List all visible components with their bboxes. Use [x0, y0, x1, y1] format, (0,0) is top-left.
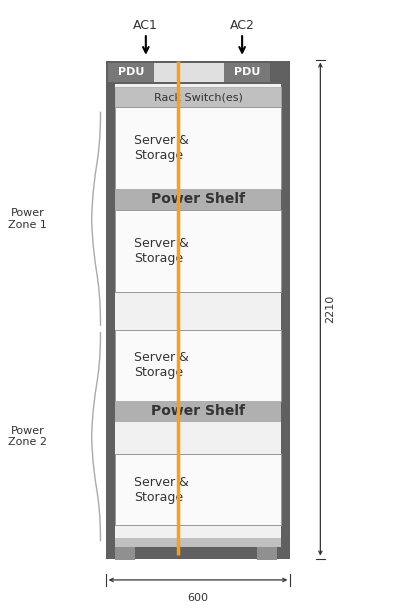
- FancyBboxPatch shape: [224, 63, 270, 82]
- FancyBboxPatch shape: [257, 547, 278, 560]
- Text: Server &
Storage: Server & Storage: [134, 351, 189, 379]
- FancyBboxPatch shape: [114, 210, 282, 292]
- FancyBboxPatch shape: [114, 454, 282, 525]
- Text: AC1: AC1: [133, 20, 158, 33]
- Text: Power Shelf: Power Shelf: [151, 192, 245, 207]
- Text: Power
Zone 1: Power Zone 1: [8, 208, 47, 229]
- Text: PDU: PDU: [234, 68, 260, 77]
- Text: 2210: 2210: [325, 295, 335, 323]
- Text: Rack Switch(es): Rack Switch(es): [154, 92, 242, 102]
- FancyBboxPatch shape: [106, 69, 290, 558]
- FancyBboxPatch shape: [114, 330, 282, 400]
- FancyBboxPatch shape: [114, 107, 282, 189]
- Text: Server &
Storage: Server & Storage: [134, 134, 189, 162]
- Text: Server &
Storage: Server & Storage: [134, 475, 189, 504]
- FancyBboxPatch shape: [114, 87, 282, 107]
- Text: Power
Zone 2: Power Zone 2: [8, 426, 47, 448]
- FancyBboxPatch shape: [114, 547, 135, 560]
- FancyBboxPatch shape: [154, 63, 224, 82]
- FancyBboxPatch shape: [114, 69, 282, 547]
- Text: Server &
Storage: Server & Storage: [134, 237, 189, 265]
- Text: 600: 600: [187, 593, 208, 603]
- Text: PDU: PDU: [118, 68, 144, 77]
- FancyBboxPatch shape: [108, 63, 154, 82]
- FancyBboxPatch shape: [114, 400, 282, 422]
- Text: Power Shelf: Power Shelf: [151, 404, 245, 418]
- Text: AC2: AC2: [230, 20, 255, 33]
- FancyBboxPatch shape: [114, 189, 282, 210]
- FancyBboxPatch shape: [106, 61, 290, 84]
- FancyBboxPatch shape: [114, 538, 282, 547]
